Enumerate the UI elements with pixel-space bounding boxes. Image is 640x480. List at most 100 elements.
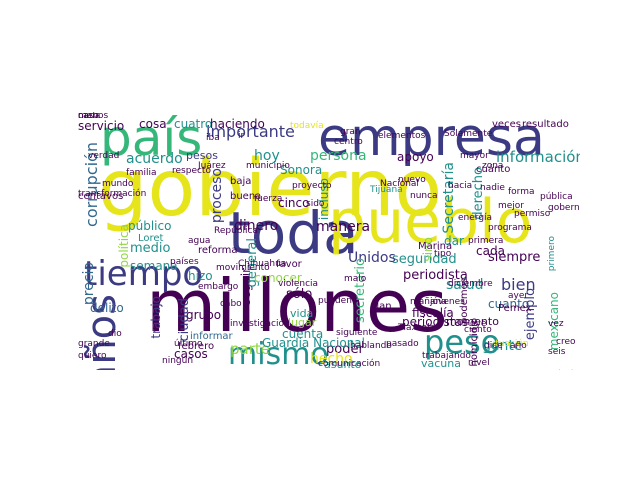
cloud-word: dice <box>484 341 503 351</box>
cloud-word: iba <box>206 133 220 143</box>
cloud-word: seguridad <box>392 252 457 267</box>
cloud-word: países <box>170 257 199 267</box>
cloud-word: cinco <box>278 196 310 210</box>
cloud-word: manera <box>316 219 371 235</box>
cloud-word: gobierno <box>98 144 443 234</box>
cloud-word: momento <box>446 315 499 328</box>
cloud-word: dar <box>444 234 464 248</box>
cloud-word: conocer <box>254 271 302 285</box>
cloud-word: quiero <box>78 351 107 361</box>
cloud-word: persona <box>310 148 367 164</box>
cloud-word: grupo <box>186 308 222 322</box>
cloud-word: informar <box>190 331 233 342</box>
cloud-word: gente <box>482 338 523 354</box>
cloud-word: país <box>100 112 203 167</box>
cloud-word: elementos <box>378 131 426 141</box>
cloud-word: Unidos <box>348 250 396 266</box>
cloud-word: verdad <box>88 151 120 161</box>
cloud-word: pesos <box>186 149 218 162</box>
cloud-word: millones <box>146 264 448 348</box>
cloud-word: Solamente <box>444 129 493 139</box>
cloud-word: favor <box>276 259 302 270</box>
cloud-word: movimiento <box>216 263 270 273</box>
cloud-word: parte <box>230 340 270 358</box>
cloud-word: familia <box>126 168 157 178</box>
cloud-word: cada <box>476 244 505 258</box>
cloud-word: vida <box>290 307 314 320</box>
cloud-word: Secretaría <box>441 162 457 234</box>
cloud-word: tipo <box>434 249 452 259</box>
cloud-word: diciembre <box>448 279 493 289</box>
cloud-word: mundo <box>102 179 134 189</box>
cloud-word: mejor <box>498 201 525 211</box>
cloud-word: oye <box>470 319 487 329</box>
cloud-word: reforma <box>198 245 238 256</box>
cloud-word: todavía <box>290 121 324 131</box>
cloud-word: ayer <box>508 291 529 301</box>
cloud-word: Guardia Nacional <box>262 336 365 350</box>
cloud-word: tiempo <box>84 254 204 294</box>
cloud-word: cuatro <box>174 117 213 131</box>
cloud-word: servicio <box>78 119 125 133</box>
cloud-word: hoy <box>254 148 280 164</box>
cloud-word: República <box>214 226 258 236</box>
cloud-word: seis <box>548 347 566 357</box>
cloud-word: nunca <box>410 191 438 201</box>
cloud-word: centavos <box>78 191 124 202</box>
cloud-word: primero <box>547 236 557 272</box>
cloud-word: delito <box>90 301 124 315</box>
cloud-word: gobernador <box>548 203 580 213</box>
cloud-word: apoyo <box>397 150 434 164</box>
cloud-word: peso <box>424 323 501 361</box>
cloud-word: municipio <box>246 161 290 171</box>
cloud-word: trabajo <box>149 296 163 339</box>
cloud-word: grande <box>78 339 110 349</box>
cloud-word: malo <box>344 274 367 284</box>
cloud-word: Pemex <box>498 303 532 314</box>
cloud-word: nuevo <box>398 175 426 185</box>
cloud-word: mañana <box>410 297 447 307</box>
cloud-word: transformación <box>78 189 147 199</box>
cloud-word: acuerdo <box>126 151 183 167</box>
cloud-word: nivel <box>468 358 490 368</box>
cloud-word: público <box>128 219 172 233</box>
cloud-word: Sonora <box>280 163 323 177</box>
cloud-word: febrero <box>178 341 215 352</box>
cloud-word: proyecto <box>292 181 332 191</box>
cloud-word: creo <box>556 337 576 347</box>
cloud-word: jóvenes <box>430 297 465 307</box>
cloud-word: resultado <box>522 119 569 130</box>
cloud-word: menos <box>78 112 109 121</box>
cloud-word: dio <box>108 329 122 339</box>
cloud-word: casos <box>174 347 208 361</box>
cloud-word: pública <box>540 192 573 202</box>
cloud-word: Tijuana <box>370 185 403 195</box>
cloud-word: dinero <box>234 218 279 234</box>
cloud-word: respecto <box>172 166 211 176</box>
cloud-word: energía <box>458 213 493 223</box>
cloud-word: embargo <box>198 282 239 292</box>
cloud-word: agua <box>188 236 211 246</box>
cloud-word: cabo <box>220 299 242 309</box>
cloud-word: primera <box>468 236 504 246</box>
cloud-word: Loret <box>138 233 164 244</box>
cloud-word: medio <box>130 241 171 256</box>
cloud-word: último <box>174 339 203 349</box>
cloud-word: Tlaxcala <box>398 323 436 333</box>
cloud-word: siempre <box>488 250 541 265</box>
cloud-word: buena <box>230 191 262 202</box>
cloud-word: asunto <box>324 358 362 370</box>
cloud-word: fuerza <box>254 194 283 204</box>
cloud-word: violencia <box>278 279 319 289</box>
cloud-word: secretario <box>353 258 368 323</box>
cloud-word: Juárez <box>198 161 226 171</box>
cloud-word: hizo <box>188 269 213 283</box>
cloud-word: pueblo <box>328 187 533 257</box>
cloud-word: gran <box>340 127 361 137</box>
cloud-word: siguiente <box>336 328 378 338</box>
cloud-word: hablando <box>350 341 392 351</box>
cloud-word: toda <box>228 199 359 267</box>
cloud-word: nadie <box>480 183 505 193</box>
cloud-word: investigación <box>230 319 290 329</box>
cloud-word: poder <box>326 342 364 357</box>
